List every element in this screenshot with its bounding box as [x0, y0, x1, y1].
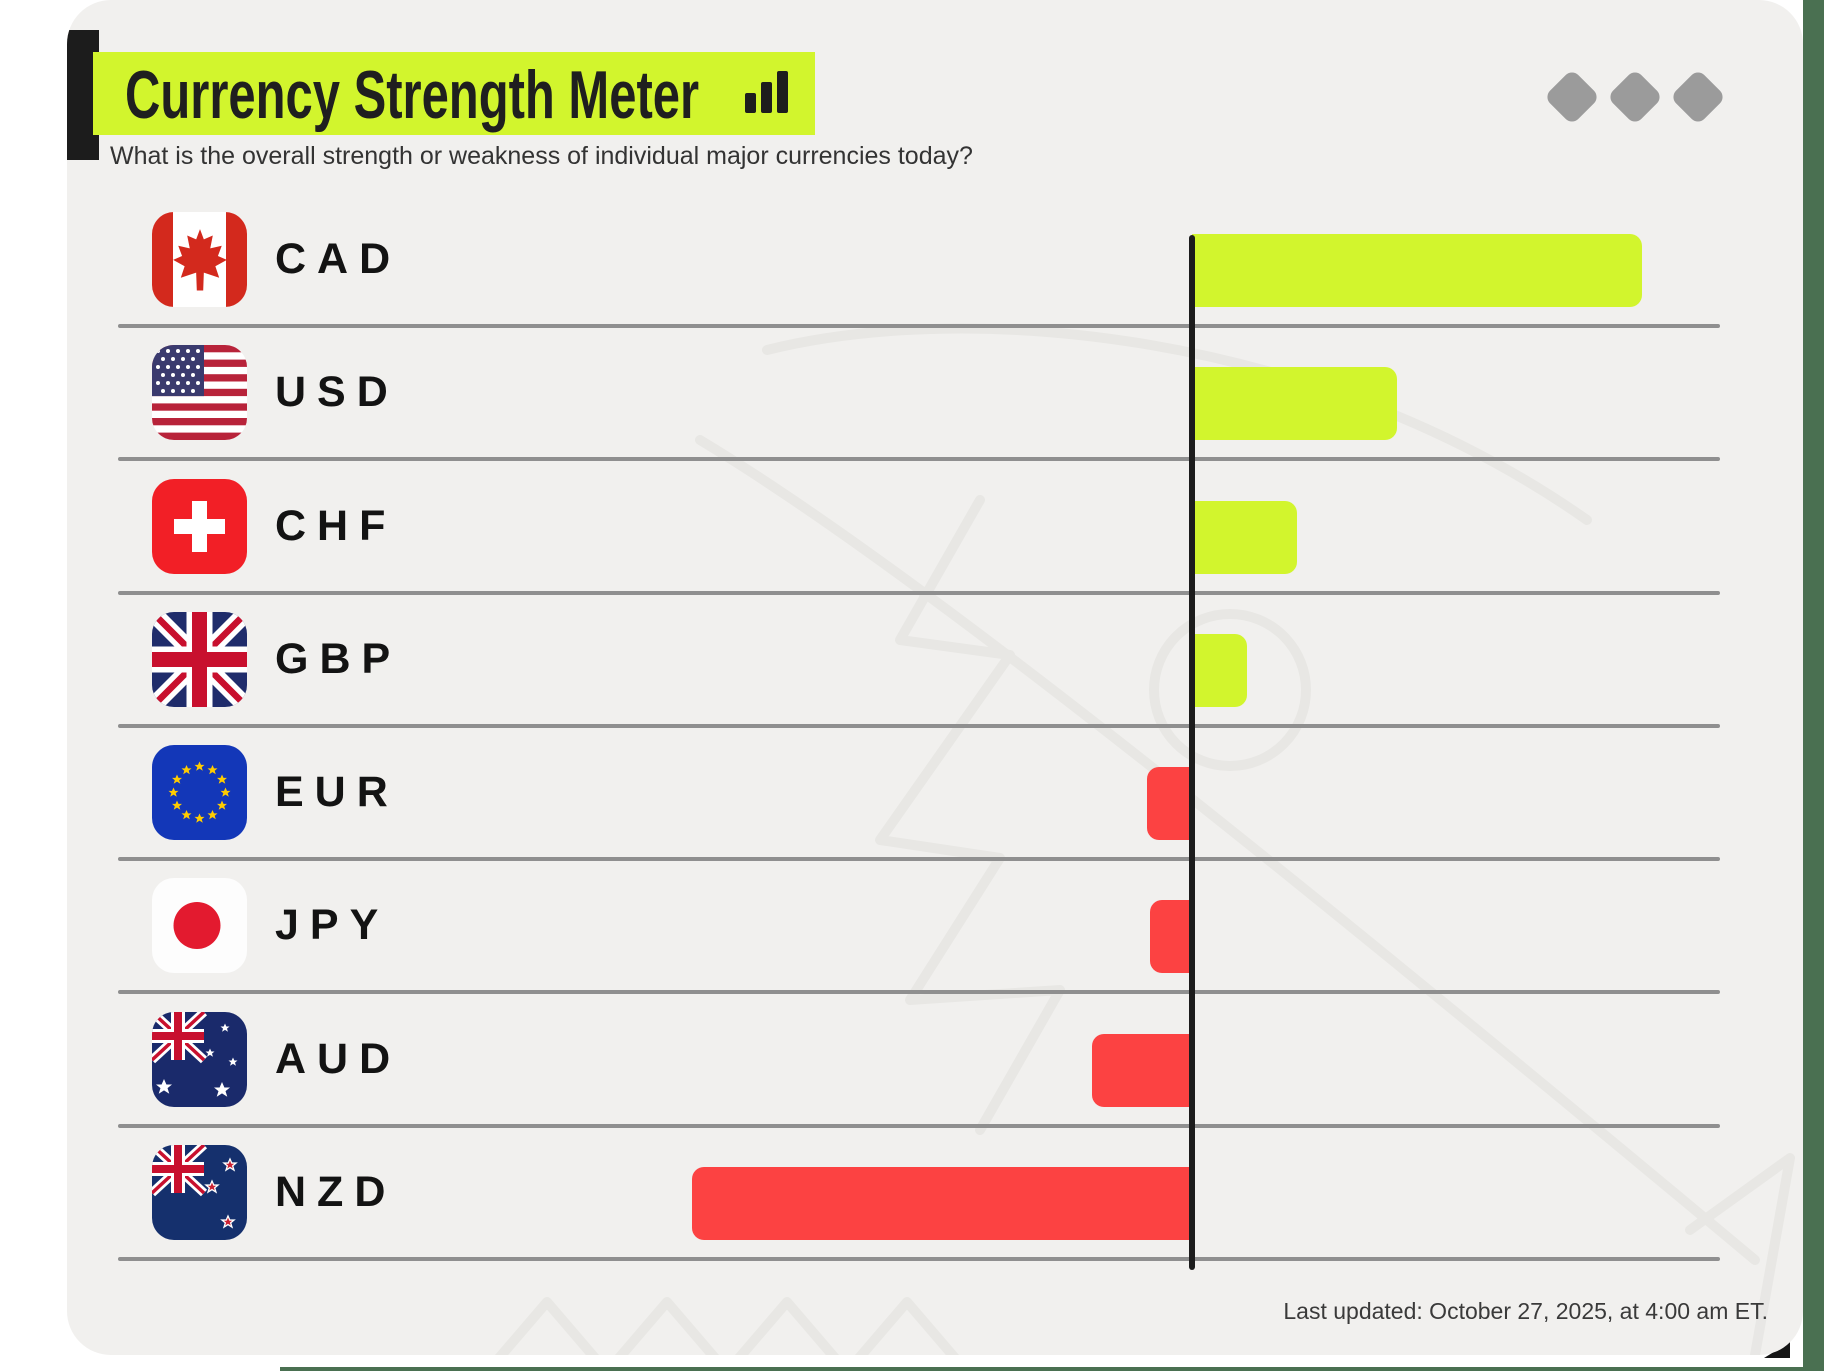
- title-banner: Currency Strength Meter: [93, 52, 815, 135]
- page-subtitle: What is the overall strength or weakness…: [110, 142, 973, 170]
- strength-bar-usd: [1192, 367, 1397, 441]
- currency-row-cad: CAD: [118, 193, 1720, 328]
- diamond-icon: [1543, 68, 1601, 126]
- strength-bar-jpy: [1149, 900, 1192, 974]
- australia-flag-icon: [152, 1011, 247, 1107]
- currency-row-usd: USD: [118, 326, 1720, 462]
- zero-axis-line: [1189, 235, 1195, 1270]
- uk-flag-icon: [152, 611, 247, 707]
- row-separator: [118, 457, 1720, 462]
- bar-chart-icon: [745, 71, 788, 113]
- currency-row-aud: AUD: [118, 993, 1720, 1128]
- japan-flag-icon: [152, 878, 247, 974]
- page-title: Currency Strength Meter: [125, 57, 700, 133]
- row-separator: [118, 990, 1720, 995]
- usa-flag-icon: [152, 345, 247, 441]
- currency-code-label: GBP: [275, 634, 402, 683]
- last-updated-text: Last updated: October 27, 2025, at 4:00 …: [1283, 1298, 1768, 1324]
- strength-bar-chf: [1192, 500, 1297, 574]
- currency-code-label: CAD: [275, 235, 402, 283]
- new-zealand-flag-icon: [152, 1144, 247, 1240]
- currency-row-eur: EUR: [118, 726, 1720, 861]
- currency-row-gbp: GBP: [118, 593, 1720, 728]
- canada-flag-icon: [152, 212, 247, 307]
- currency-row-nzd: NZD: [118, 1126, 1720, 1261]
- chart-card: Currency Strength Meter What is the over…: [67, 0, 1803, 1355]
- eu-flag-icon: [152, 745, 247, 840]
- strength-bar-nzd: [692, 1166, 1192, 1240]
- currency-code-label: USD: [275, 368, 399, 417]
- diamond-icon: [1606, 68, 1664, 126]
- diamond-icon: [1669, 68, 1727, 126]
- strength-bar-gbp: [1192, 633, 1247, 707]
- currency-code-label: NZD: [275, 1167, 397, 1216]
- page-edge-accent-bottom: [280, 1367, 1824, 1371]
- page-edge-accent-right: [1803, 0, 1824, 1371]
- row-separator: [118, 723, 1720, 728]
- strength-bar-cad: [1192, 234, 1642, 307]
- row-separator: [118, 590, 1720, 595]
- currency-row-chf: CHF: [118, 460, 1720, 595]
- currency-code-label: CHF: [275, 501, 397, 550]
- strength-bar-eur: [1147, 767, 1192, 840]
- currency-code-label: EUR: [275, 768, 399, 816]
- row-separator: [118, 1256, 1720, 1261]
- row-separator: [118, 857, 1720, 861]
- currency-row-jpy: JPY: [118, 859, 1720, 995]
- row-separator: [118, 1123, 1720, 1128]
- row-separator: [118, 324, 1720, 328]
- decorative-diamonds: [1543, 68, 1727, 126]
- currency-code-label: JPY: [275, 901, 390, 950]
- strength-bar-aud: [1092, 1033, 1192, 1107]
- currency-code-label: AUD: [275, 1034, 402, 1083]
- switzerland-flag-icon: [152, 478, 247, 574]
